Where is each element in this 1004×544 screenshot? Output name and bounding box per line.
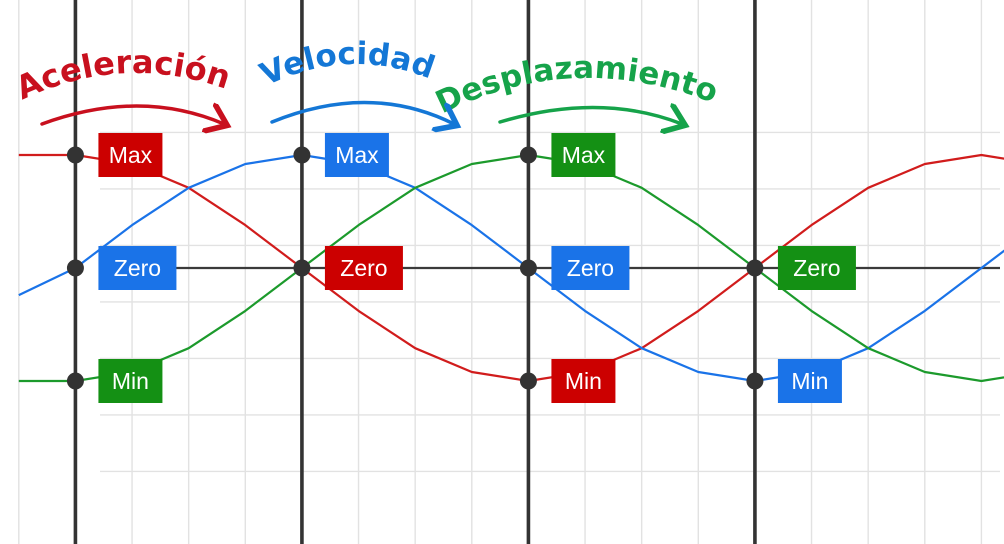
value-tag-label: Max (335, 142, 379, 168)
value-tag-box (777, 359, 842, 403)
arrow-desplazamiento (498, 107, 682, 124)
data-point (293, 146, 311, 164)
curve-aceleracion (18, 153, 1004, 383)
value-tag-label: Zero (793, 255, 840, 281)
data-point (519, 372, 537, 390)
arrow-velocidad (270, 100, 454, 124)
data-point (66, 372, 84, 390)
value-tag: Zero (98, 246, 177, 290)
value-tag: Zero (777, 246, 856, 290)
data-point (746, 259, 764, 277)
value-tag-label: Max (562, 142, 606, 168)
arrow-aceleracion (40, 106, 224, 124)
data-point (519, 146, 537, 164)
value-tag-label: Zero (567, 255, 614, 281)
value-tag-label: Min (791, 368, 828, 394)
data-point (746, 372, 764, 390)
value-tag: Max (98, 133, 163, 177)
value-tag-box (98, 359, 163, 403)
curves (18, 153, 1004, 383)
heading-aceleracion: Aceleración (10, 43, 235, 107)
data-point (66, 146, 84, 164)
heading-desplazamiento: Desplazamiento (430, 50, 723, 121)
value-tag-box (551, 246, 630, 290)
data-point (293, 259, 311, 277)
value-tag-label: Zero (340, 255, 387, 281)
value-tag-label: Max (109, 142, 153, 168)
curve-velocidad (18, 153, 1004, 383)
value-tag: Zero (551, 246, 630, 290)
value-tag-label: Zero (114, 255, 161, 281)
heading-velocidad: Velocidad (255, 36, 440, 93)
value-tag-box (98, 246, 177, 290)
data-points (66, 146, 764, 390)
value-tag-box (777, 246, 856, 290)
value-tag: Min (98, 359, 163, 403)
value-tag-box (551, 133, 616, 177)
value-tag: Max (551, 133, 616, 177)
value-tag: Max (324, 133, 389, 177)
value-tag-label: Min (112, 368, 149, 394)
value-tag: Min (551, 359, 616, 403)
value-tags: Max Zero Min Max Zero Max Zero Min Zero Min (98, 133, 856, 403)
value-tag-box (98, 133, 163, 177)
value-tag-box (551, 359, 616, 403)
value-tag-label: Min (565, 368, 602, 394)
curve-desplazamiento (18, 153, 1004, 383)
value-tag: Zero (324, 246, 403, 290)
data-point (519, 259, 537, 277)
value-tag: Min (777, 359, 842, 403)
value-tag-box (324, 246, 403, 290)
value-tag-box (324, 133, 389, 177)
data-point (66, 259, 84, 277)
